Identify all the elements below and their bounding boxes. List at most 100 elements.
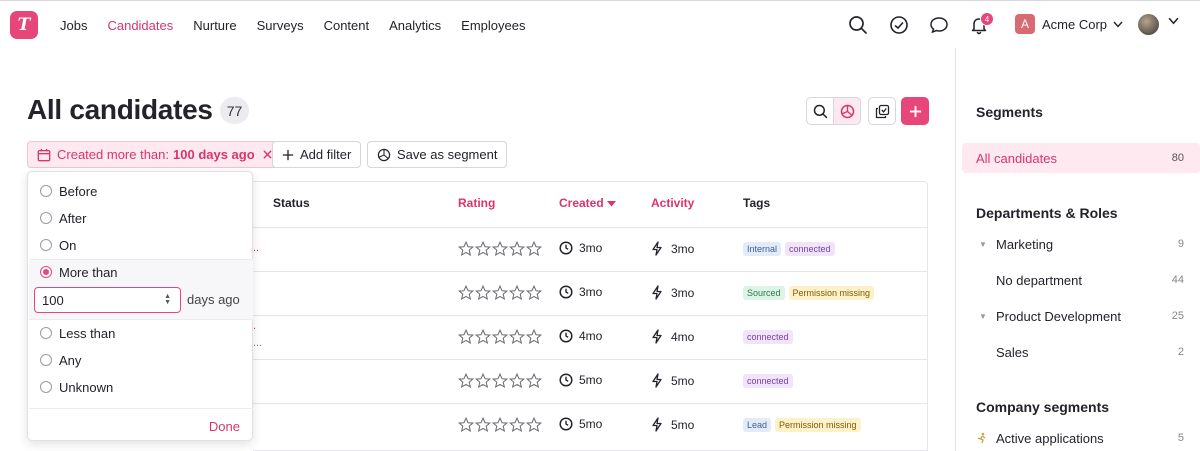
tag-badge[interactable]: Permission missing xyxy=(775,418,861,432)
tag-badge[interactable]: connected xyxy=(743,330,793,344)
star-icon[interactable] xyxy=(526,241,542,257)
search-icon[interactable] xyxy=(846,13,870,37)
star-icon[interactable] xyxy=(475,417,491,433)
bulk-select-button[interactable] xyxy=(868,97,896,125)
option-unknown[interactable]: Unknown xyxy=(40,377,113,397)
remove-filter-close-icon[interactable] xyxy=(263,150,272,159)
option-after[interactable]: After xyxy=(40,208,86,228)
star-icon[interactable] xyxy=(509,417,525,433)
option-less-than[interactable]: Less than xyxy=(40,323,115,343)
nav-jobs[interactable]: Jobs xyxy=(60,17,88,33)
star-icon[interactable] xyxy=(509,329,525,345)
expand-caret-icon[interactable]: ▼ xyxy=(979,239,987,249)
tasks-check-icon[interactable] xyxy=(887,13,911,37)
user-menu-chevron-icon[interactable] xyxy=(1168,17,1179,25)
star-icon[interactable] xyxy=(458,285,474,301)
radio-before[interactable] xyxy=(40,185,52,197)
nav-surveys[interactable]: Surveys xyxy=(256,17,304,33)
nav-analytics[interactable]: Analytics xyxy=(389,17,442,33)
star-icon[interactable] xyxy=(458,373,474,389)
table-row[interactable]: 5mo 5mo Lead Permission missing xyxy=(253,403,928,447)
star-icon[interactable] xyxy=(458,417,474,433)
star-icon[interactable] xyxy=(509,241,525,257)
app-logo[interactable]: T xyxy=(10,11,38,39)
messages-icon[interactable] xyxy=(927,13,951,37)
tag-badge[interactable]: Permission missing xyxy=(788,286,875,300)
nav-employees[interactable]: Employees xyxy=(461,17,526,33)
option-more-than[interactable]: More than xyxy=(40,262,118,282)
star-icon[interactable] xyxy=(526,373,542,389)
star-icon[interactable] xyxy=(475,241,491,257)
radio-after[interactable] xyxy=(40,212,52,224)
rating-stars[interactable] xyxy=(458,329,542,345)
table-row[interactable]: 5mo 5mo connected xyxy=(253,359,928,403)
star-icon[interactable] xyxy=(526,417,542,433)
star-icon[interactable] xyxy=(492,285,508,301)
user-avatar[interactable] xyxy=(1138,14,1159,35)
star-icon[interactable] xyxy=(458,329,474,345)
tag-badge[interactable]: connected xyxy=(743,374,793,388)
tag-badge[interactable]: connected xyxy=(785,242,835,256)
department-sales[interactable]: Sales 2 xyxy=(962,337,1200,367)
days-value: 100 xyxy=(42,292,64,308)
star-icon[interactable] xyxy=(526,329,542,345)
rating-stars[interactable] xyxy=(458,285,542,301)
rating-stars[interactable] xyxy=(458,373,542,389)
radio-unknown[interactable] xyxy=(40,381,52,393)
radio-any[interactable] xyxy=(40,354,52,366)
days-number-input[interactable]: 100 ▲ ▼ xyxy=(34,287,181,313)
segment-active-applications[interactable]: Active applications 5 xyxy=(962,423,1200,451)
column-header-created[interactable]: Created xyxy=(559,196,617,210)
option-any[interactable]: Any xyxy=(40,350,81,370)
rating-stars[interactable] xyxy=(458,417,542,433)
number-stepper-icon[interactable]: ▲ ▼ xyxy=(164,293,171,306)
radio-less-than[interactable] xyxy=(40,327,52,339)
tag-badge[interactable]: Internal xyxy=(743,242,782,256)
department-marketing[interactable]: ▼ Marketing 9 xyxy=(962,229,1200,259)
option-before[interactable]: Before xyxy=(40,181,97,201)
search-candidates-button[interactable] xyxy=(806,97,834,125)
statistics-view-button[interactable] xyxy=(833,97,861,125)
department-none[interactable]: No department 44 xyxy=(962,265,1200,295)
save-as-segment-button[interactable]: Save as segment xyxy=(367,141,508,168)
company-switcher[interactable]: A Acme Corp xyxy=(1015,14,1123,34)
rating-stars[interactable] xyxy=(458,241,542,257)
department-product-development[interactable]: ▼ Product Development 25 xyxy=(962,301,1200,331)
main-nav: Jobs Candidates Nurture Surveys Content … xyxy=(50,1,535,49)
star-icon[interactable] xyxy=(492,417,508,433)
column-header-activity[interactable]: Activity xyxy=(651,196,695,210)
star-icon[interactable] xyxy=(492,329,508,345)
option-on[interactable]: On xyxy=(40,235,76,255)
tag-badge[interactable]: Lead xyxy=(743,418,772,432)
expand-caret-icon[interactable]: ▼ xyxy=(979,311,987,321)
nav-candidates[interactable]: Candidates xyxy=(107,17,174,33)
star-icon[interactable] xyxy=(475,373,491,389)
table-row[interactable]: 3mo 3mo Sourced Permission missing xyxy=(253,271,928,315)
star-icon[interactable] xyxy=(509,285,525,301)
add-filter-button[interactable]: Add filter xyxy=(272,141,362,168)
table-row[interactable]: 4mo 4mo connected xyxy=(253,315,928,359)
radio-more-than[interactable] xyxy=(40,266,52,278)
tag-badge[interactable]: Sourced xyxy=(743,286,785,300)
segment-all-candidates[interactable]: All candidates 80 xyxy=(962,143,1200,173)
star-icon[interactable] xyxy=(492,241,508,257)
table-row[interactable]: 3mo 3mo Internal connected xyxy=(253,227,928,271)
star-icon[interactable] xyxy=(492,373,508,389)
column-header-status[interactable]: Status xyxy=(273,196,310,210)
nav-content[interactable]: Content xyxy=(323,17,370,33)
nav-nurture[interactable]: Nurture xyxy=(193,17,237,33)
star-icon[interactable] xyxy=(475,285,491,301)
radio-on[interactable] xyxy=(40,239,52,251)
add-candidate-button[interactable] xyxy=(901,97,929,125)
star-icon[interactable] xyxy=(475,329,491,345)
row-subtitle-fragment: ... xyxy=(253,337,263,349)
star-icon[interactable] xyxy=(526,285,542,301)
column-header-tags[interactable]: Tags xyxy=(743,196,771,210)
done-button[interactable]: Done xyxy=(208,419,240,434)
star-icon[interactable] xyxy=(509,373,525,389)
created-cell: 5mo xyxy=(559,373,602,387)
star-icon[interactable] xyxy=(458,241,474,257)
column-header-rating[interactable]: Rating xyxy=(458,196,496,210)
days-ago-label: days ago xyxy=(187,292,240,307)
created-filter-chip[interactable]: Created more than: 100 days ago xyxy=(27,141,282,168)
